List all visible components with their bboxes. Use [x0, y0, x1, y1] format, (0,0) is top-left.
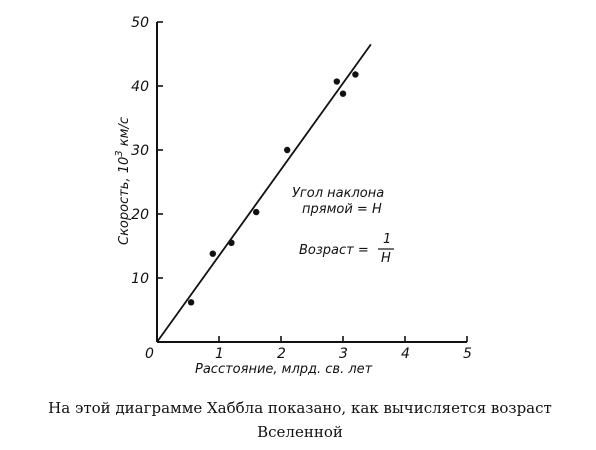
regression-line — [156, 43, 372, 343]
x-tick-label: 2 — [277, 346, 286, 362]
data-point — [352, 71, 359, 78]
y-axis-label-unit: км/с — [117, 117, 132, 150]
data-point — [284, 146, 291, 154]
data-point — [333, 78, 340, 85]
age-fraction-numerator: 1 — [383, 232, 391, 247]
y-axis-label-exponent: 3 — [114, 150, 125, 156]
caption-line-2: Вселенной — [257, 423, 343, 441]
figure-caption: На этой диаграмме Хаббла показано, как в… — [24, 396, 576, 444]
data-point — [209, 250, 216, 257]
x-tick-label: 3 — [339, 346, 348, 362]
age-fraction-denominator: H — [381, 251, 391, 266]
axis-ticks: 0 1 2 3 4 5 10 20 30 40 50 — [131, 15, 472, 362]
data-point — [253, 208, 260, 216]
y-tick-label: 20 — [131, 207, 149, 223]
data-points — [187, 71, 359, 306]
x-tick-label: 4 — [401, 346, 410, 362]
y-axis-label-main: Скорость, 10 — [117, 157, 132, 245]
fit-line-group — [156, 43, 372, 343]
y-tick-label: 30 — [131, 143, 149, 159]
axes — [156, 22, 467, 343]
y-tick-label: 40 — [131, 79, 149, 95]
data-point — [228, 239, 235, 246]
x-tick-label: 1 — [215, 346, 224, 362]
caption-line-1: На этой диаграмме Хаббла показано, как в… — [48, 399, 552, 417]
x-tick-label: 0 — [145, 346, 154, 362]
x-tick-label: 5 — [463, 346, 472, 362]
slope-annotation-line2: прямой = H — [302, 202, 382, 217]
data-point — [339, 90, 347, 97]
slope-annotation-line1: Угол наклона — [292, 186, 384, 201]
age-annotation-label: Возраст = — [299, 243, 369, 258]
y-tick-label: 50 — [131, 15, 149, 31]
y-tick-label: 10 — [131, 271, 149, 287]
data-point — [187, 299, 195, 306]
y-axis-label: Скорость, 103 км/с — [114, 117, 132, 245]
x-axis-label: Расстояние, млрд. св. лет — [195, 362, 373, 377]
